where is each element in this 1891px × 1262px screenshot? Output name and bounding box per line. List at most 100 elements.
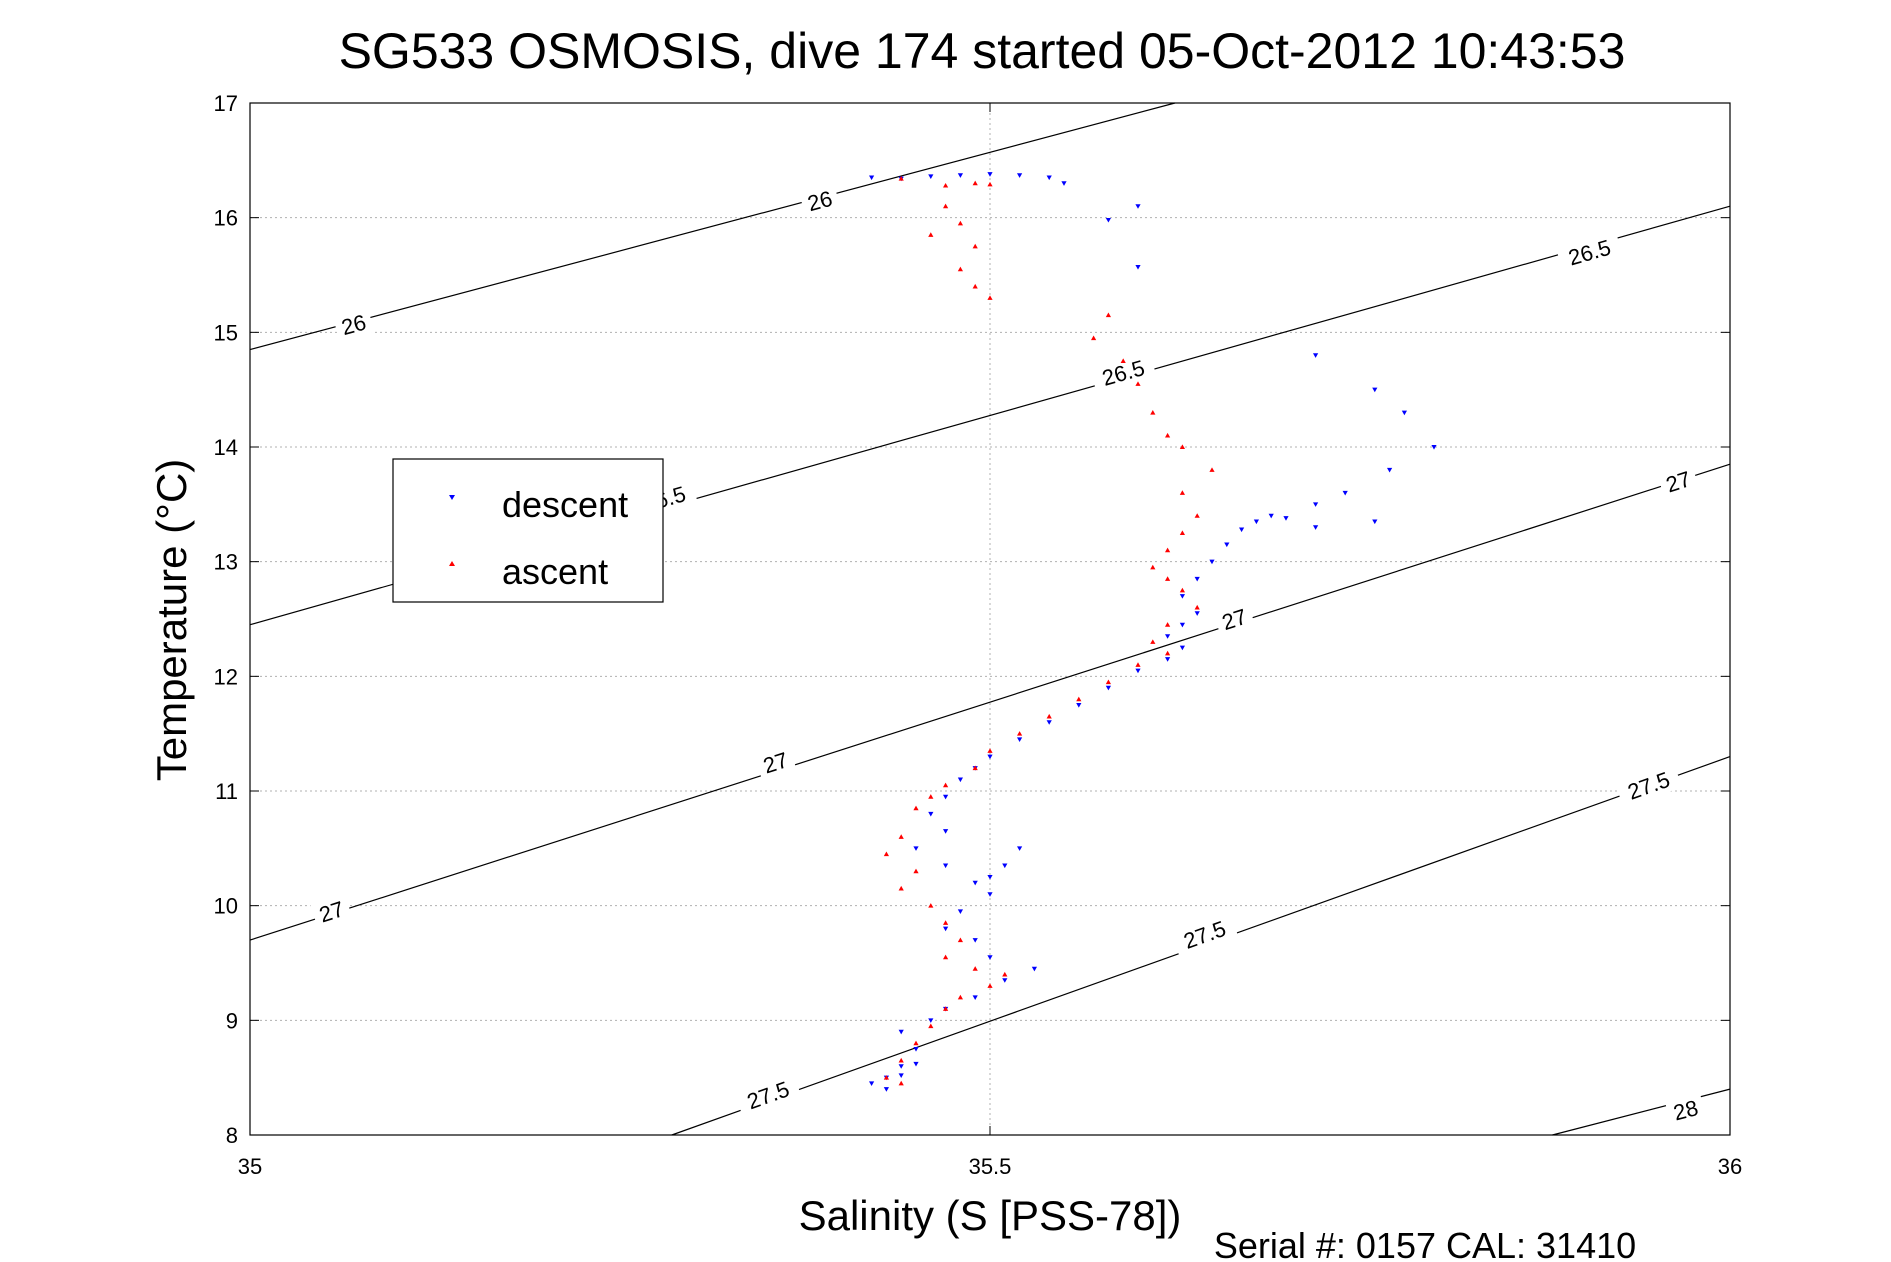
contour-label-background — [310, 893, 353, 930]
contour-label-background — [754, 744, 797, 781]
descent-point — [1046, 175, 1052, 181]
descent-point — [987, 892, 993, 897]
ascent-point — [1165, 650, 1171, 656]
descent-point — [1105, 685, 1111, 691]
descent-point — [1387, 467, 1393, 473]
descent-point — [913, 846, 919, 851]
descent-point — [1179, 594, 1185, 599]
contour-line — [249, 463, 1731, 941]
ascent-point — [1165, 547, 1171, 553]
ascent-point — [898, 1057, 904, 1063]
ascent-point — [1209, 467, 1215, 472]
descent-point — [1017, 173, 1023, 178]
ascent-point — [1194, 513, 1200, 518]
ascent-point — [928, 794, 934, 799]
ascent-point — [943, 782, 949, 788]
descent-point — [1313, 353, 1319, 358]
descent-point — [1135, 668, 1141, 674]
ascent-point — [943, 954, 949, 960]
ascent-point — [1120, 358, 1126, 363]
ascent-point — [928, 903, 934, 908]
ascent-point — [972, 243, 978, 249]
footer-serial-cal: Serial #: 0157 CAL: 31410 — [1214, 1225, 1636, 1262]
y-tick-label: 15 — [214, 320, 238, 345]
descent-point — [987, 754, 993, 760]
descent-point — [1165, 657, 1171, 662]
y-tick-label: 10 — [214, 894, 238, 919]
axis-ticks: 35 35.5 36 8 9 10 11 12 13 14 15 16 17 — [214, 91, 1743, 1179]
ascent-point — [943, 920, 949, 925]
descent-point — [1209, 559, 1215, 565]
ascent-point — [1179, 530, 1185, 535]
data-markers — [869, 172, 1437, 1092]
ascent-point — [883, 1075, 889, 1080]
descent-point — [987, 875, 993, 880]
descent-point — [1017, 846, 1023, 851]
descent-point — [898, 1029, 904, 1035]
descent-point — [957, 777, 963, 783]
descent-point — [943, 863, 949, 869]
ascent-point — [883, 851, 889, 857]
descent-point — [883, 1087, 889, 1092]
descent-point — [1313, 525, 1319, 530]
contour-label-background — [1089, 351, 1157, 394]
contour-label: 27 — [1657, 463, 1700, 500]
ascent-point — [943, 182, 949, 188]
legend-ascent-label: ascent — [502, 551, 608, 592]
contour-label-background — [1664, 1092, 1707, 1127]
contour-label-background — [799, 183, 841, 218]
contour-label-background — [1657, 463, 1700, 500]
ascent-point — [1150, 639, 1156, 644]
y-tick-label: 16 — [214, 206, 238, 231]
descent-point — [1283, 516, 1289, 521]
ascent-point — [987, 295, 993, 300]
contour-label-background — [1171, 911, 1239, 958]
descent-point — [943, 926, 949, 932]
descent-point — [913, 1061, 919, 1067]
descent-point — [1431, 445, 1437, 450]
contour-label-background — [1615, 762, 1683, 808]
ascent-point — [1179, 444, 1185, 449]
ascent-point — [943, 203, 949, 209]
descent-point — [1313, 502, 1319, 507]
ascent-point — [972, 180, 978, 186]
descent-point — [898, 1064, 904, 1069]
descent-point — [1061, 181, 1067, 186]
legend-descent-label: descent — [502, 484, 628, 525]
descent-point — [1046, 720, 1052, 725]
descent-point — [957, 909, 963, 914]
descent-point — [972, 880, 978, 886]
ascent-point — [1105, 312, 1111, 318]
ascent-point — [928, 232, 934, 237]
descent-point — [943, 829, 949, 834]
ascent-point — [957, 266, 963, 272]
ascent-point — [1135, 381, 1141, 386]
descent-point — [1253, 519, 1259, 525]
ascent-point — [987, 748, 993, 753]
ascent-point — [957, 994, 963, 1000]
x-tick-label: 36 — [1718, 1154, 1742, 1179]
ascent-point — [957, 937, 963, 943]
ascent-point — [1105, 679, 1111, 685]
ascent-point — [913, 868, 919, 874]
legend-ascent-marker — [449, 561, 455, 566]
ascent-point — [1017, 731, 1023, 736]
ascent-point — [972, 765, 978, 771]
contour-label-background — [734, 1072, 802, 1118]
descent-point — [1224, 542, 1230, 548]
descent-point — [928, 1018, 934, 1023]
ascent-point — [1076, 696, 1082, 702]
ascent-point — [1179, 587, 1185, 593]
ascent-point — [1165, 432, 1171, 438]
descent-point — [1401, 410, 1407, 416]
y-tick-label: 17 — [214, 91, 238, 116]
descent-point — [1076, 703, 1082, 708]
x-axis-label: Salinity (S [PSS-78]) — [799, 1192, 1182, 1239]
descent-point — [1002, 978, 1008, 983]
ascent-point — [898, 834, 904, 839]
ascent-point — [1091, 335, 1097, 341]
legend: descent ascent — [392, 458, 664, 603]
descent-point — [1105, 217, 1111, 223]
descent-point — [928, 811, 934, 817]
